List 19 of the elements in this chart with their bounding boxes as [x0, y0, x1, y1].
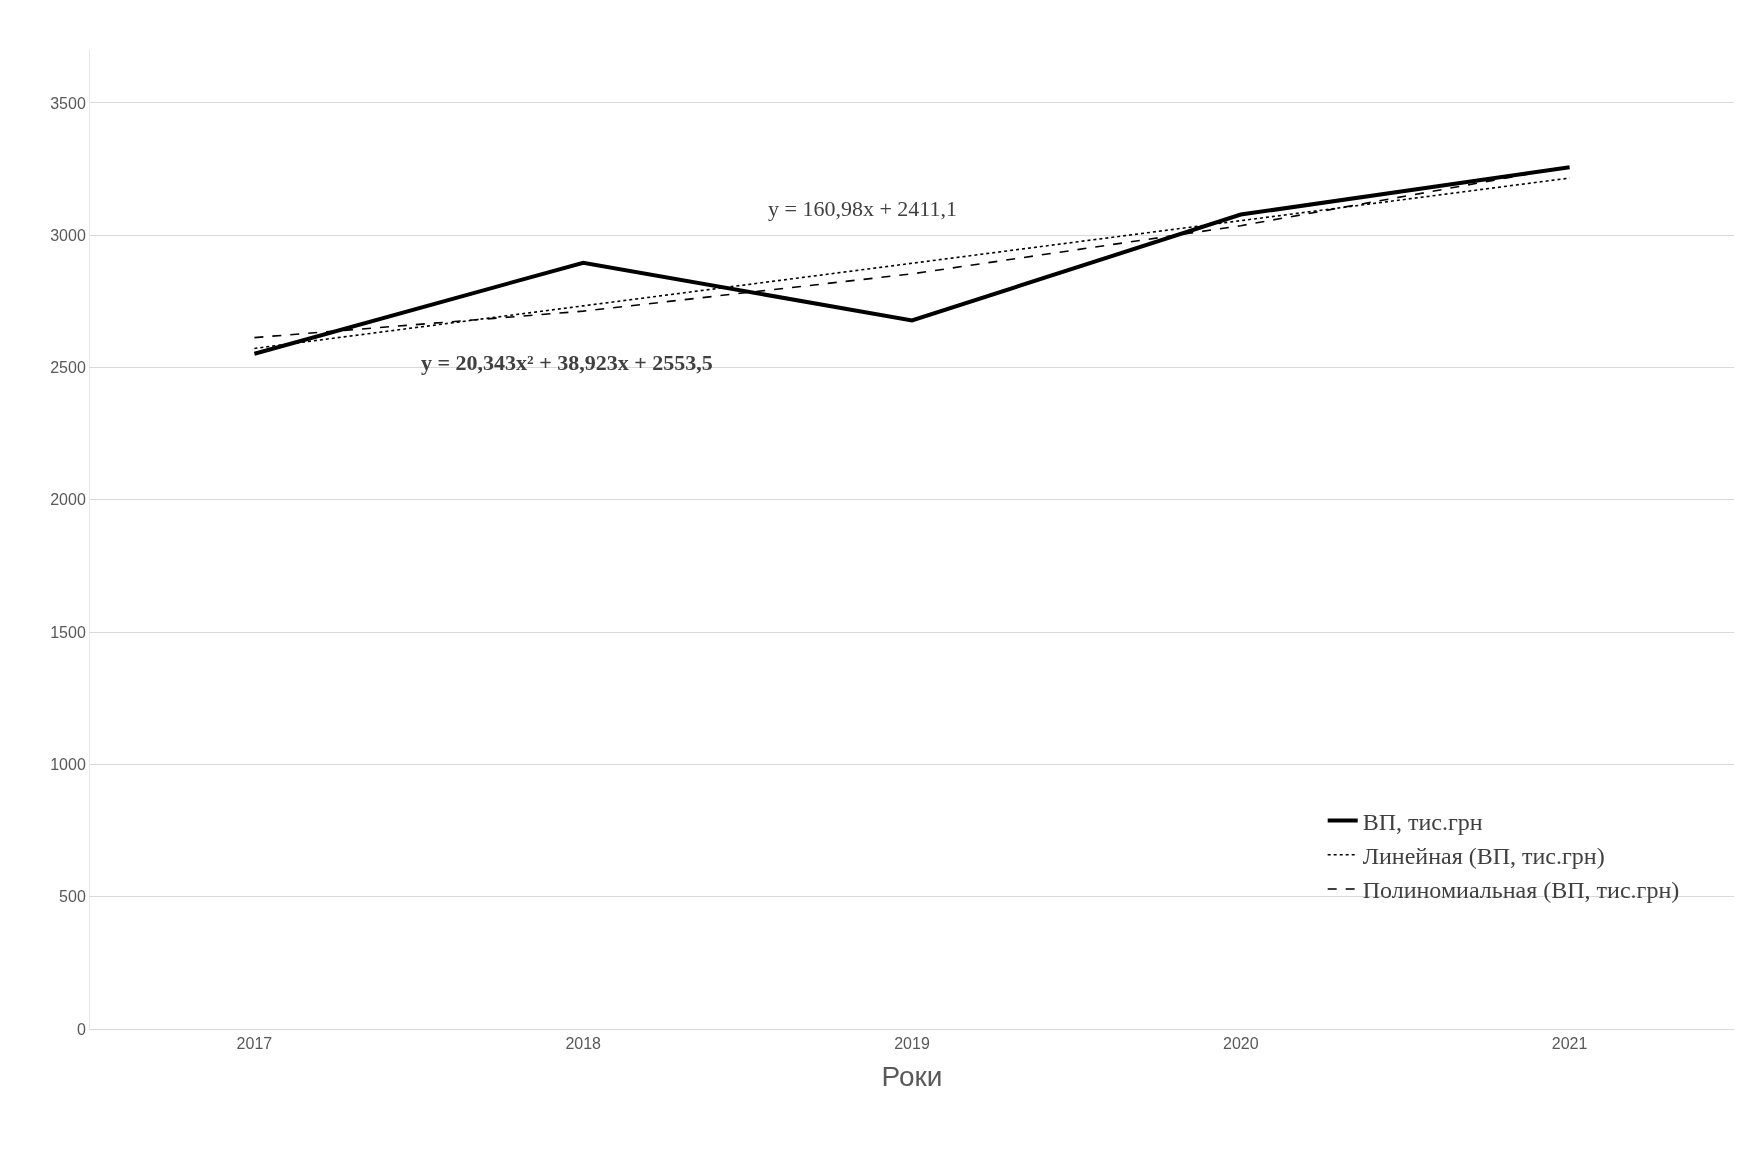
legend-label: Линейная (ВП, тис.грн)	[1362, 843, 1605, 870]
y-tick-label: 1000	[50, 756, 86, 774]
annotation: y = 20,343x² + 38,923x + 2553,5	[421, 350, 713, 375]
legend-label: ВП, тис.грн	[1362, 808, 1483, 835]
y-tick-label: 3500	[50, 94, 86, 112]
x-axis-title: Роки	[881, 1061, 943, 1093]
annotation: y = 160,98x + 2411,1	[768, 196, 957, 221]
legend-label: Полиномиальная (ВП, тис.грн)	[1362, 877, 1680, 904]
y-tick-label: 500	[59, 888, 86, 906]
x-tick-label: 2020	[1223, 1035, 1259, 1053]
y-tick-label: 2000	[50, 491, 86, 509]
y-tick-label: 0	[76, 1020, 86, 1038]
x-tick-label: 2018	[565, 1035, 602, 1053]
y-tick-label: 1500	[50, 623, 86, 641]
x-tick-label: 2019	[894, 1035, 930, 1053]
y-tick-label: 3000	[50, 226, 86, 244]
x-tick-label: 2017	[236, 1035, 273, 1053]
y-tick-label: 2500	[50, 359, 86, 377]
x-tick-label: 2021	[1551, 1035, 1588, 1053]
